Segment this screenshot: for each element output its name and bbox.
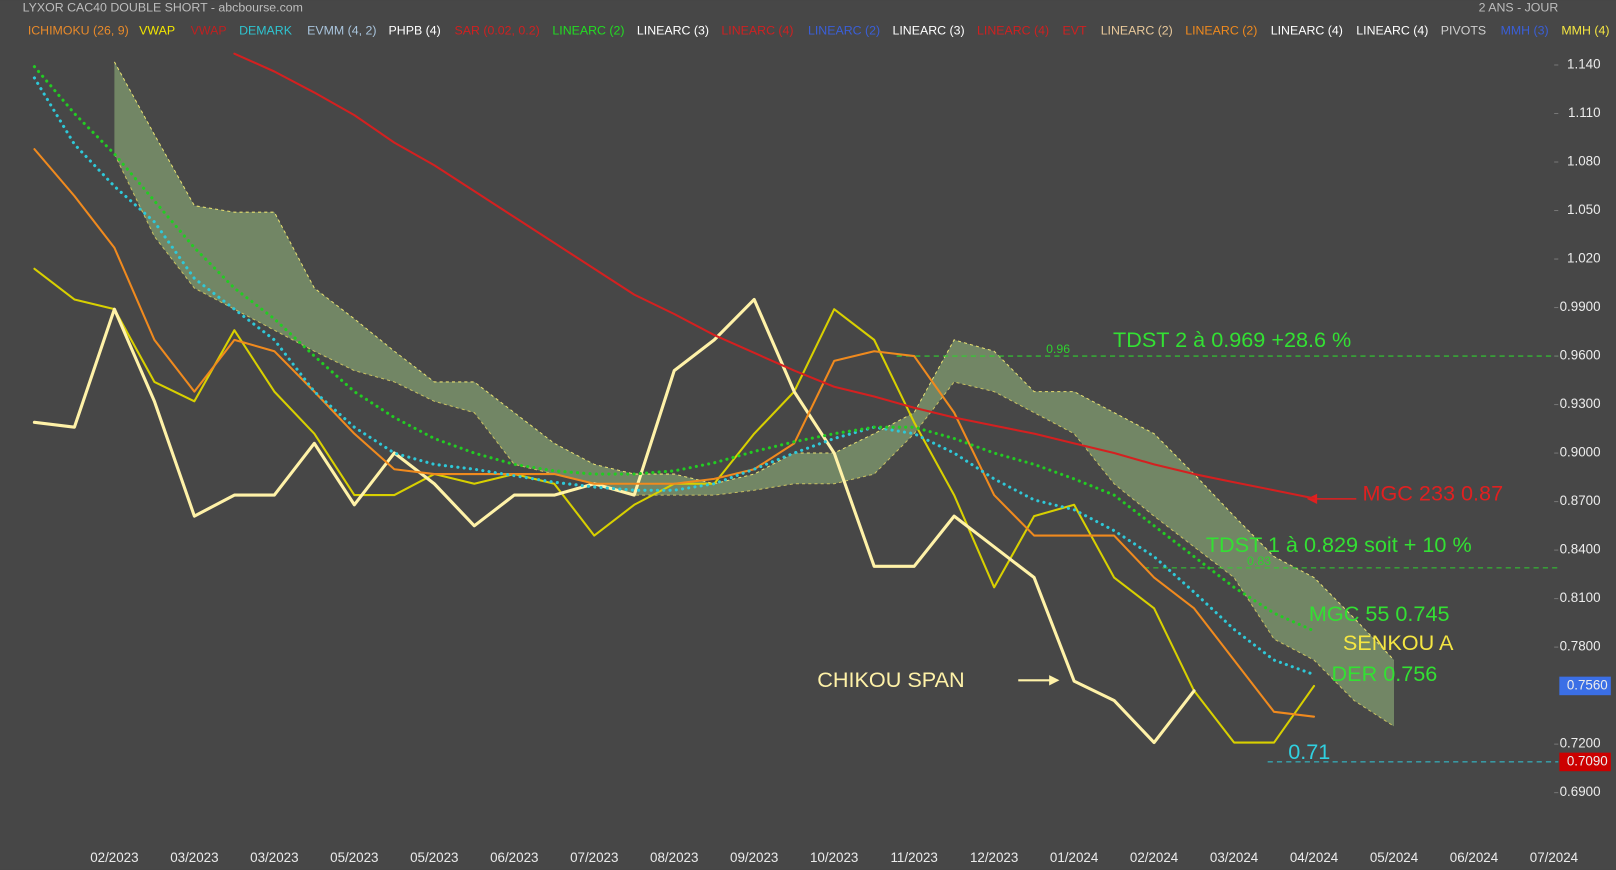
legend-entry: LINEARC (4)	[721, 23, 793, 37]
series-line	[233, 52, 1316, 500]
annotation: TDST 2 à 0.969 +28.6 %	[1113, 327, 1351, 352]
y-tick-label: 0.8400	[1560, 542, 1601, 557]
annotation: DER 0.756	[1332, 661, 1438, 686]
legend-entry: PHPB (4)	[389, 23, 441, 37]
y-tick-label: 1.020	[1567, 251, 1600, 266]
x-tick-label: 01/2024	[1050, 850, 1099, 865]
x-tick-label: 07/2024	[1530, 850, 1579, 865]
y-tick-label: 0.9600	[1560, 348, 1601, 363]
x-tick-label: 08/2023	[650, 850, 698, 865]
y-tick-label: 1.080	[1567, 154, 1600, 169]
y-tick-label: 0.7800	[1560, 639, 1601, 654]
legend-entry: LINEARC (4)	[1271, 23, 1343, 37]
chart-title: LYXOR CAC40 DOUBLE SHORT - abcbourse.com	[23, 1, 303, 15]
legend-entry: LINEARC (3)	[893, 23, 965, 37]
y-tick-label: 0.9900	[1560, 299, 1601, 314]
x-tick-label: 09/2023	[730, 850, 778, 865]
y-tick-label: 1.110	[1568, 105, 1600, 120]
level-label: 0.96	[1046, 342, 1070, 356]
y-tick-label: 0.9000	[1560, 445, 1601, 460]
annotation: 0.71	[1288, 739, 1330, 764]
legend-entry: DEMARK	[239, 23, 293, 37]
legend-entry: LINEARC (4)	[1356, 23, 1428, 37]
y-tick-label: 1.140	[1567, 57, 1600, 72]
series-line	[32, 65, 1316, 633]
annotation: SENKOU A	[1343, 630, 1454, 655]
x-tick-label: 03/2023	[250, 850, 298, 865]
x-tick-label: 02/2023	[90, 850, 138, 865]
legend-entry: EVMM (4, 2)	[307, 23, 376, 37]
last-price-label: 0.7560	[1567, 677, 1608, 692]
price-badge-label: 0.7090	[1567, 753, 1608, 768]
y-tick-label: 1.050	[1567, 202, 1600, 217]
legend-entry: LINEARC (4)	[977, 23, 1049, 37]
annotation: MGC 233 0.87	[1362, 480, 1503, 505]
legend-entry: LINEARC (2)	[552, 23, 624, 37]
legend-entry: EVT	[1063, 23, 1087, 37]
annotation: TDST 1 à 0.829 soit + 10 %	[1206, 532, 1472, 557]
price-badge	[1559, 752, 1611, 772]
arrow-head	[1049, 675, 1060, 686]
series-line	[33, 148, 1316, 718]
x-tick-label: 05/2024	[1370, 850, 1419, 865]
x-tick-label: 04/2024	[1290, 850, 1339, 865]
legend-entry: LINEARC (2)	[1185, 23, 1257, 37]
x-tick-label: 12/2023	[970, 850, 1018, 865]
x-tick-label: 11/2023	[890, 850, 937, 865]
x-tick-label: 10/2023	[810, 850, 858, 865]
legend-entry: SAR (0.02, 0.2)	[455, 23, 540, 37]
legend-entry: LINEARC (2)	[808, 23, 880, 37]
x-tick-label: 06/2023	[490, 850, 538, 865]
legend-entry: LINEARC (2)	[1101, 23, 1173, 37]
x-tick-label: 06/2024	[1450, 850, 1499, 865]
legend-entry: VWAP	[191, 23, 227, 37]
lines-layer	[32, 52, 1559, 763]
y-tick-label: 0.9300	[1560, 396, 1601, 411]
x-tick-label: 07/2023	[570, 850, 618, 865]
legend-entry: LINEARC (3)	[637, 23, 709, 37]
annotation: CHIKOU SPAN	[817, 667, 964, 692]
legend-entry: MMH (3)	[1501, 23, 1549, 37]
y-tick-label: 0.8700	[1560, 493, 1601, 508]
cloud-upper	[113, 61, 1395, 661]
legend-entry: PIVOTS	[1441, 23, 1486, 37]
legend-entry: MMH (4)	[1561, 23, 1609, 37]
x-tick-label: 05/2023	[410, 850, 458, 865]
level-label: 0.83	[1247, 554, 1271, 568]
cloud-lower	[113, 153, 1395, 727]
legend-entry: VWAP	[139, 23, 175, 37]
x-tick-label: 03/2023	[170, 850, 218, 865]
y-tick-label: 0.8100	[1560, 590, 1601, 605]
x-tick-label: 03/2024	[1210, 850, 1259, 865]
y-tick-label: 0.7200	[1560, 736, 1601, 751]
series-line	[32, 76, 1316, 677]
last-price-marker	[1559, 676, 1611, 696]
legend-entry: ICHIMOKU (26, 9)	[28, 23, 129, 37]
x-tick-label: 02/2024	[1130, 850, 1179, 865]
cloud-layer	[113, 61, 1395, 727]
x-tick-label: 05/2023	[330, 850, 378, 865]
chart-subtitle: 2 ANS - JOUR	[1479, 1, 1559, 15]
y-tick-label: 0.6900	[1560, 784, 1601, 799]
labels-layer: ICHIMOKU (26, 9) VWAP VWAP DEMARK EVMM (4, 2…	[28, 23, 1611, 865]
annotation: MGC 55 0.745	[1309, 601, 1450, 626]
